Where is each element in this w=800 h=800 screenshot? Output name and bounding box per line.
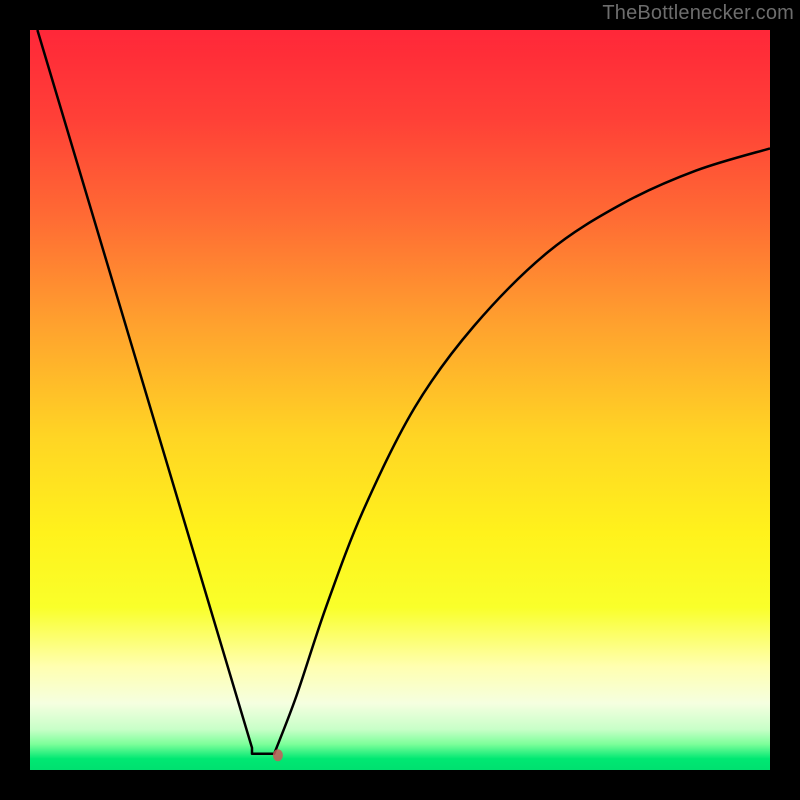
optimum-marker xyxy=(273,749,283,761)
bottleneck-chart xyxy=(0,0,800,800)
plot-background xyxy=(30,30,770,770)
chart-frame: TheBottlenecker.com xyxy=(0,0,800,800)
